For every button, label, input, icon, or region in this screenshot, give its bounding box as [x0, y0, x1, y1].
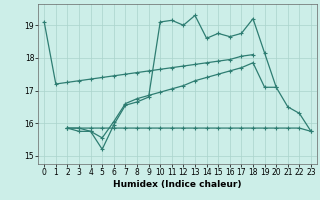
- X-axis label: Humidex (Indice chaleur): Humidex (Indice chaleur): [113, 180, 242, 189]
